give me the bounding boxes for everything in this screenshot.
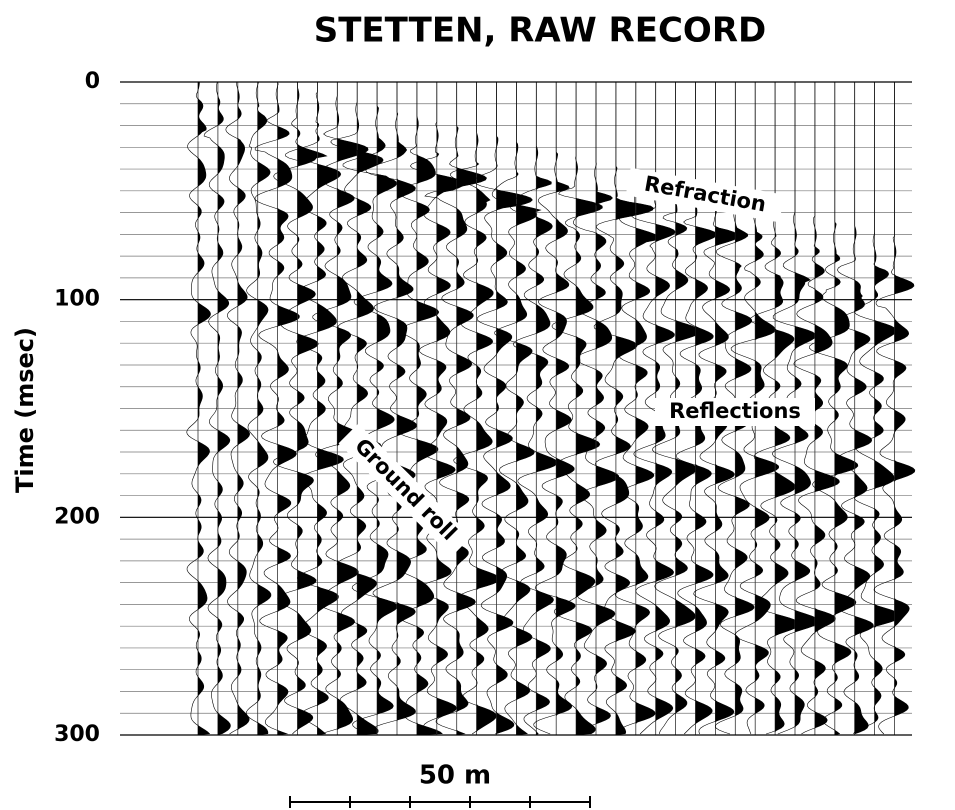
y-tick-label: 200	[54, 504, 100, 529]
trace-fill	[596, 82, 619, 735]
y-ticks: 0 100 200 300	[54, 69, 912, 747]
trace-wiggle	[203, 81, 231, 735]
trace-fill	[854, 82, 874, 735]
y-axis-label: Time (msec)	[11, 327, 39, 493]
trace-wiggle	[365, 82, 418, 735]
trace-wiggle	[424, 82, 487, 735]
trace-fill	[715, 82, 739, 735]
trace-wiggle	[397, 82, 443, 735]
trace-fill	[536, 82, 558, 735]
y-tick-label: 0	[85, 69, 100, 94]
trace-fill	[695, 82, 717, 735]
trace-wiggle	[509, 82, 558, 735]
annotation-text: Refraction	[642, 172, 767, 217]
trace-wiggle	[793, 82, 840, 735]
trace-wiggle	[873, 82, 916, 735]
trace-wiggle	[285, 82, 344, 735]
scale-bar-label: 50 m	[419, 761, 491, 791]
y-tick-label: 300	[54, 722, 100, 747]
trace-wiggle	[449, 82, 501, 735]
trace-fill	[377, 82, 400, 735]
trace-fill	[655, 82, 676, 735]
annotation: Refraction	[625, 167, 785, 223]
trace-wiggle	[330, 82, 384, 735]
trace-fill	[874, 82, 902, 735]
trace-fill	[834, 82, 858, 735]
annotation-text: Reflections	[669, 399, 801, 423]
annotation-text: Ground roll	[350, 434, 461, 545]
trace-wiggle	[835, 82, 874, 735]
trace-wiggle	[572, 82, 620, 735]
trace-fill	[894, 82, 915, 735]
trace-fill	[516, 82, 541, 735]
y-tick-label: 100	[54, 287, 100, 312]
label-box	[338, 423, 472, 557]
scale-bar	[289, 796, 591, 808]
trace-fill	[217, 82, 231, 735]
trace-fill	[496, 82, 533, 735]
trace-fill	[317, 82, 344, 735]
trace-fill	[277, 82, 300, 735]
trace-wiggle	[853, 82, 902, 735]
trace-fill	[476, 82, 500, 735]
label-box	[625, 167, 785, 223]
trace-fill	[436, 82, 465, 735]
trace-wiggle	[491, 82, 542, 735]
trace-fill	[795, 82, 820, 735]
trace-wiggle	[808, 82, 859, 735]
trace-fill	[237, 82, 250, 735]
trace-fill	[814, 82, 840, 735]
traces	[186, 81, 916, 735]
trace-wiggle	[342, 82, 400, 735]
label-box	[655, 398, 815, 426]
trace-wiggle	[312, 82, 369, 735]
trace-fill	[675, 82, 701, 735]
trace-fill	[735, 82, 755, 735]
trace-fill	[635, 82, 659, 735]
trace-wiggle	[551, 82, 603, 735]
trace-fill	[337, 82, 369, 735]
trace-fill	[576, 82, 603, 735]
trace-wiggle	[533, 82, 576, 735]
trace-wiggle	[186, 81, 211, 735]
trace-fill	[297, 82, 327, 735]
trace-fill	[615, 82, 654, 735]
annotation: Reflections	[655, 398, 815, 426]
trace-wiggle	[225, 81, 251, 735]
trace-fill	[556, 82, 576, 735]
trace-wiggle	[409, 82, 465, 735]
trace-wiggle	[246, 81, 272, 735]
trace-fill	[257, 82, 271, 735]
trace-wiggle	[272, 82, 328, 735]
trace-wiggle	[254, 81, 300, 735]
chart-title: STETTEN, RAW RECORD	[314, 11, 766, 51]
trace-wiggle	[593, 82, 654, 735]
trace-fill	[456, 82, 487, 735]
trace-fill	[755, 82, 779, 735]
trace-fill	[775, 82, 801, 735]
